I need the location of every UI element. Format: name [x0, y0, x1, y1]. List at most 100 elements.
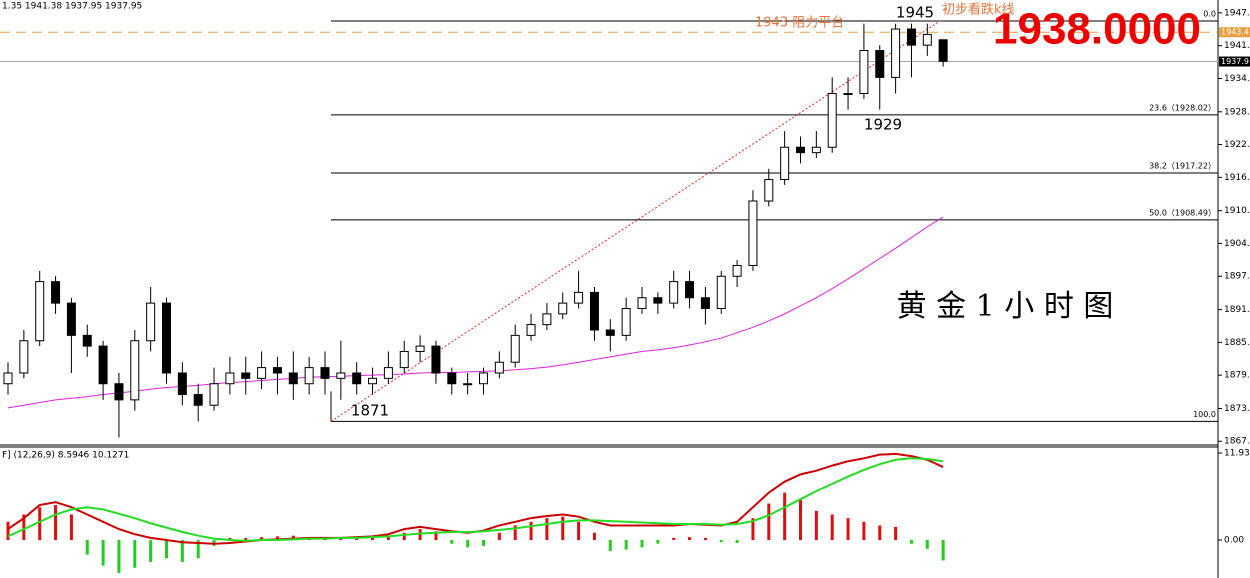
candle-body	[510, 334, 520, 363]
candle-body	[463, 383, 473, 386]
histogram-bar	[656, 540, 660, 544]
histogram-bar	[244, 537, 248, 541]
histogram-bar	[719, 540, 723, 543]
candle-body	[811, 146, 821, 154]
y-tick-label: 1916.	[1224, 173, 1250, 183]
fib-label: 23.6（1928.02）	[1149, 103, 1216, 112]
candle-body	[257, 367, 267, 379]
candle-body	[431, 345, 441, 374]
histogram-bar	[751, 518, 755, 541]
y-tick-label: 1922.	[1224, 140, 1250, 150]
histogram-bar	[466, 540, 470, 548]
candle-body	[66, 302, 76, 336]
histogram-bar	[909, 540, 913, 544]
histogram-bar	[640, 540, 644, 548]
histogram-bar	[371, 537, 375, 541]
histogram-bar	[529, 521, 533, 541]
histogram-bar	[418, 529, 422, 541]
histogram-bar	[54, 505, 58, 541]
histogram-bar	[624, 540, 628, 550]
candle-body	[352, 372, 362, 385]
candle-body	[162, 302, 171, 374]
fib-label: 100.0	[1193, 410, 1216, 419]
candle-body	[716, 275, 726, 309]
candle-body	[304, 367, 314, 385]
candle-body	[35, 281, 45, 342]
histogram-bar	[545, 518, 549, 541]
histogram-bar	[561, 516, 565, 541]
histogram-bar	[101, 540, 105, 566]
candle-body	[605, 329, 615, 336]
histogram-bar	[482, 540, 485, 546]
fib-label: 0.0	[1203, 9, 1216, 18]
y-tick-label: 1879.	[1224, 371, 1250, 381]
histogram-bar	[196, 540, 200, 559]
histogram-bar	[450, 540, 454, 544]
price-tag	[1219, 27, 1250, 38]
candle-body	[796, 146, 805, 154]
histogram-bar	[69, 514, 73, 541]
histogram-bar	[165, 540, 168, 559]
histogram-bar	[846, 518, 850, 541]
y-tick-label: 1934.	[1224, 74, 1250, 84]
candle-body	[938, 39, 948, 62]
histogram-bar	[260, 537, 264, 541]
histogram-bar	[180, 540, 184, 562]
price-tag-label: 1937.9	[1221, 57, 1249, 66]
candle-body	[288, 372, 298, 385]
y-tick-label: 1867.	[1224, 437, 1250, 447]
y-tick-label: 1873.	[1224, 404, 1250, 414]
histogram-bar	[339, 538, 343, 541]
histogram-bar	[767, 503, 771, 541]
ohlc-info: 1.35 1941.38 1937.95 1937.95	[2, 2, 142, 12]
annotation: 1943 阻力平台	[755, 16, 844, 31]
candle-body	[209, 383, 219, 406]
candle-body	[3, 372, 13, 385]
candle-body	[415, 345, 425, 352]
candle-body	[780, 146, 790, 181]
histogram-bar	[434, 531, 438, 541]
annotation: 1945	[896, 4, 934, 22]
candle-body	[700, 297, 710, 309]
candle-body	[193, 393, 203, 406]
y-tick-label: 11.930	[1224, 448, 1250, 458]
histogram-bar	[672, 537, 676, 541]
histogram-bar	[6, 521, 10, 541]
candle-body	[637, 297, 647, 309]
histogram-bar	[22, 514, 26, 541]
candle-body	[669, 281, 679, 304]
candle-body	[320, 367, 330, 379]
candle-body	[383, 367, 393, 379]
annotation: 1938.0000	[993, 5, 1201, 54]
candle-body	[114, 383, 124, 401]
histogram-bar	[878, 525, 882, 541]
candle-body	[922, 33, 932, 46]
candle-body	[526, 324, 536, 336]
candle-body	[225, 372, 235, 385]
candle-body	[827, 93, 837, 148]
histogram-bar	[862, 521, 866, 541]
histogram-bar	[577, 521, 581, 541]
histogram-bar	[85, 540, 89, 555]
fib-label: 50.0（1908.49）	[1149, 208, 1216, 217]
histogram-bar	[735, 540, 739, 543]
histogram-bar	[608, 540, 612, 551]
candle-body	[906, 28, 916, 46]
annotation: 初步看跌k线	[942, 2, 1015, 18]
y-tick-label: 1897.	[1224, 272, 1250, 282]
macd-label: F] (12,26,9) 8.5946 10.1271	[2, 451, 129, 461]
candle-body	[558, 302, 568, 315]
candle-body	[732, 264, 742, 277]
histogram-bar	[275, 536, 279, 541]
candle-body	[98, 345, 108, 385]
histogram-bar	[894, 526, 898, 541]
y-tick-label: 1941.	[1224, 41, 1250, 51]
moving-average	[7, 216, 944, 409]
histogram-bar	[497, 532, 501, 541]
histogram-bar	[133, 540, 137, 568]
histogram-bar	[783, 492, 787, 541]
candle-body	[653, 297, 663, 304]
